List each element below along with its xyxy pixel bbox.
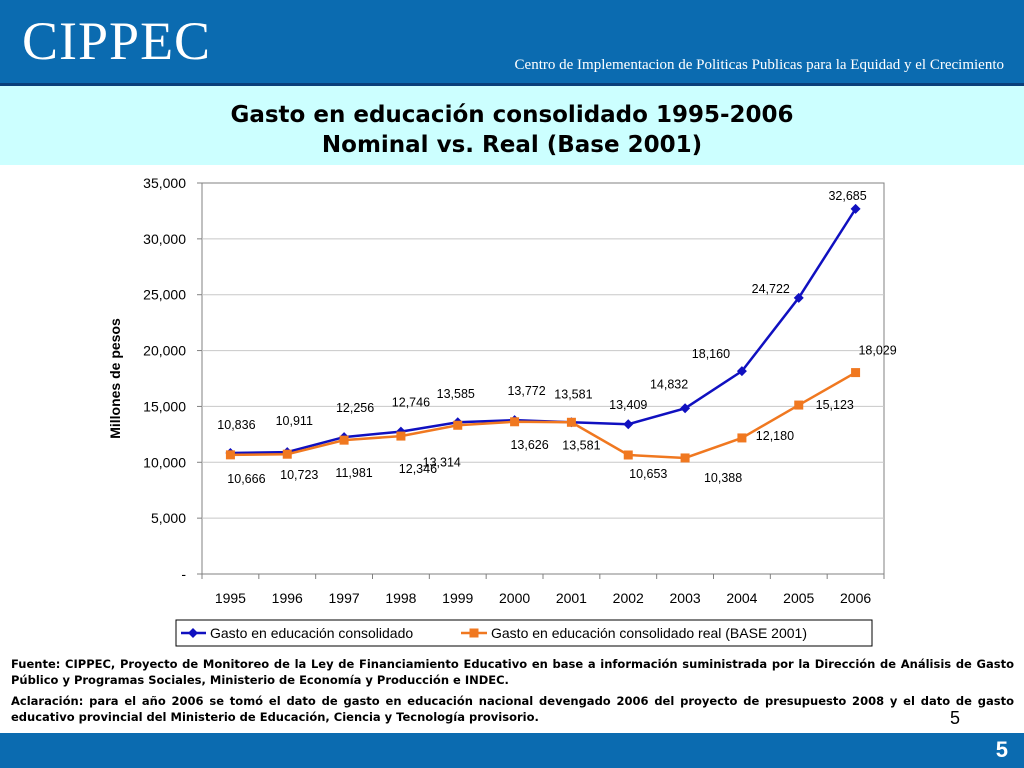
data-label: 15,123 xyxy=(816,398,854,412)
series-2-point xyxy=(396,431,406,441)
series-2-point xyxy=(282,449,292,459)
data-label: 10,388 xyxy=(704,471,742,485)
series-1-point xyxy=(850,203,861,214)
y-tick-label: 25,000 xyxy=(143,287,186,303)
header-tagline: Centro de Implementacion de Politicas Pu… xyxy=(514,57,1004,73)
legend-marker-2 xyxy=(469,628,479,638)
data-label: 10,653 xyxy=(629,467,667,481)
chart-container: - 5,000 10,000 15,000 20,000 25,000 30,000 35,0… xyxy=(0,168,1024,650)
y-tick-label: 35,000 xyxy=(143,175,186,191)
series-1-point xyxy=(736,366,747,377)
legend-label-1: Gasto en educación consolidado xyxy=(210,625,413,641)
x-tick-label: 2003 xyxy=(670,590,701,606)
data-label: 12,746 xyxy=(392,396,430,410)
header-bar: CIPPEC Centro de Implementacion de Polit… xyxy=(0,0,1024,86)
y-tick-label: 5,000 xyxy=(151,510,186,526)
data-label: 13,581 xyxy=(554,387,592,401)
data-label: 13,772 xyxy=(507,384,545,398)
series-1-point xyxy=(680,403,691,414)
series-2-point xyxy=(225,450,235,460)
series-1-point xyxy=(623,419,634,430)
x-tick-label: 1997 xyxy=(329,590,360,606)
y-tick-label: 10,000 xyxy=(143,454,186,470)
data-label: 13,626 xyxy=(510,438,548,452)
data-label: 12,180 xyxy=(756,429,794,443)
series-2-point xyxy=(794,400,804,410)
series-2-point xyxy=(623,450,633,460)
series-line-2 xyxy=(230,371,857,460)
x-tick-label: 2004 xyxy=(726,590,757,606)
x-tick-label: 2006 xyxy=(840,590,871,606)
x-tick-label: 2001 xyxy=(556,590,587,606)
x-tick-label: 2005 xyxy=(783,590,814,606)
y-tick-label: 20,000 xyxy=(143,343,186,359)
series-1-point xyxy=(793,292,804,303)
data-label: 12,256 xyxy=(336,401,374,415)
notes-block: Fuente: CIPPEC, Proyecto de Monitoreo de… xyxy=(11,656,1014,730)
clarification-note: Aclaración: para el año 2006 se tomó el … xyxy=(11,694,1014,724)
legend-label-2: Gasto en educación consolidado real (BAS… xyxy=(491,625,807,641)
data-label: 32,685 xyxy=(828,189,866,203)
legend-box xyxy=(175,619,873,647)
x-tick-label: 1999 xyxy=(442,590,473,606)
source-note: Fuente: CIPPEC, Proyecto de Monitoreo de… xyxy=(11,657,1014,687)
legend-marker-1 xyxy=(188,628,198,638)
data-label: 10,911 xyxy=(276,414,313,428)
slide-title-line1: Gasto en educación consolidado 1995-2006 xyxy=(230,102,794,128)
data-label: 18,029 xyxy=(858,344,896,358)
y-tick-label: - xyxy=(181,566,186,582)
x-tick-label: 2002 xyxy=(613,590,644,606)
data-label: 13,585 xyxy=(437,387,475,401)
cippec-logo: CIPPEC xyxy=(22,11,212,71)
series-2-point xyxy=(680,453,690,463)
data-label: 24,722 xyxy=(752,282,790,296)
series-2-point xyxy=(566,417,576,427)
series-2-point xyxy=(339,435,349,445)
slide-title-line2: Nominal vs. Real (Base 2001) xyxy=(321,132,703,158)
x-tick-label: 1998 xyxy=(385,590,416,606)
y-tick-label: 15,000 xyxy=(143,398,186,414)
plot-area xyxy=(201,182,885,575)
x-tick-label: 1996 xyxy=(272,590,303,606)
data-label: 10,666 xyxy=(227,472,265,486)
line-chart: - 5,000 10,000 15,000 20,000 25,000 30,000 35,0… xyxy=(107,175,897,647)
x-tick-label: 2000 xyxy=(499,590,530,606)
series-2-point xyxy=(453,420,463,430)
data-label: 10,723 xyxy=(280,468,318,482)
page-number-inline: 5 xyxy=(950,708,961,728)
title-band: Gasto en educación consolidado 1995-2006… xyxy=(0,86,1024,165)
series-2-point xyxy=(851,368,861,378)
data-label: 14,832 xyxy=(650,377,688,391)
data-label: 10,836 xyxy=(217,418,255,432)
y-tick-label: 30,000 xyxy=(143,231,186,247)
series-2-point xyxy=(737,433,747,443)
data-label: 12,346 xyxy=(399,462,437,476)
data-label: 13,581 xyxy=(562,438,600,452)
data-label: 13,409 xyxy=(609,398,647,412)
data-label: 18,160 xyxy=(692,347,730,361)
series-2-point xyxy=(510,417,520,427)
footer-bar: 5 xyxy=(0,733,1024,768)
data-label: 11,981 xyxy=(335,466,372,480)
y-axis-title: Millones de pesos xyxy=(107,318,123,439)
x-tick-label: 1995 xyxy=(215,590,246,606)
page-number: 5 xyxy=(995,737,1008,762)
data-label: 13,314 xyxy=(423,455,461,469)
